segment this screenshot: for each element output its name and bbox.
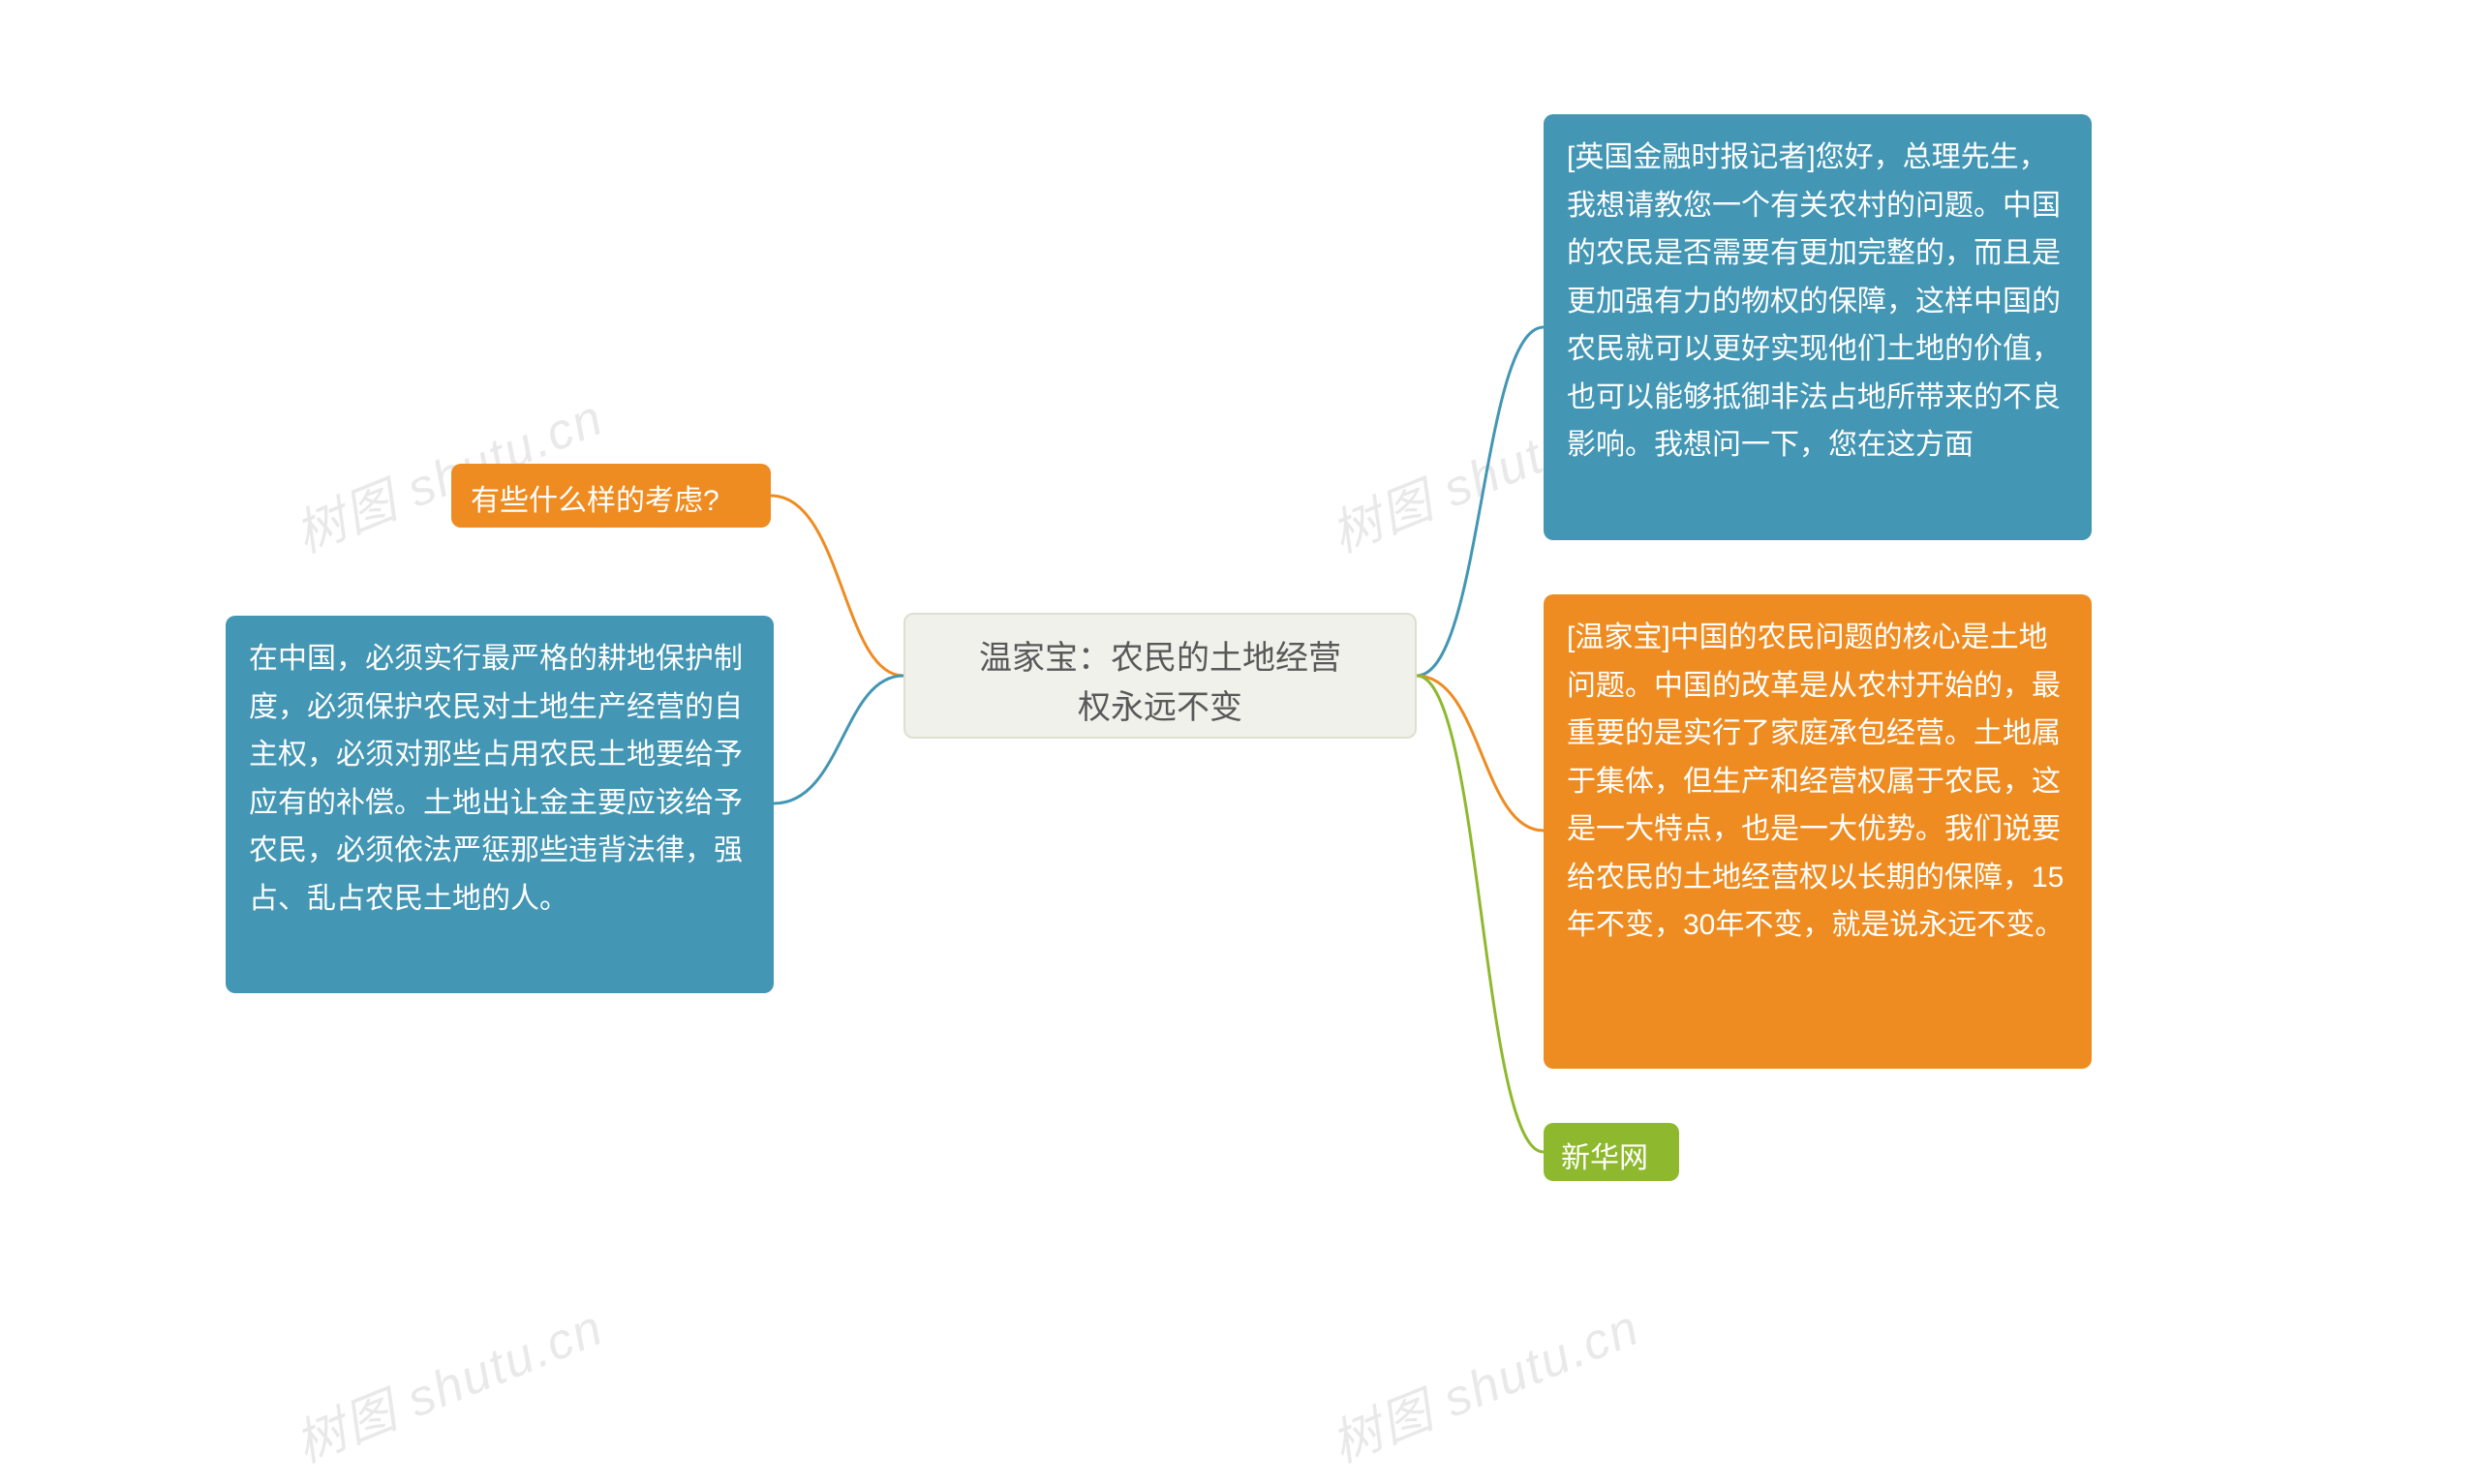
mindmap-canvas: 树图 shutu.cn 树图 shutu.cn 树图 shutu.cn 树图 s… <box>0 0 2479 1484</box>
branch-node-right-2[interactable]: [温家宝]中国的农民问题的核心是土地问题。中国的改革是从农村开始的，最重要的是实… <box>1544 594 2092 1069</box>
center-node[interactable]: 温家宝：农民的土地经营权永远不变 <box>903 613 1417 739</box>
branch-node-left-1[interactable]: 有些什么样的考虑? <box>451 464 771 528</box>
connector <box>774 676 903 803</box>
watermark: 树图 shutu.cn <box>283 1287 613 1476</box>
connector <box>1417 327 1544 676</box>
branch-node-left-2[interactable]: 在中国，必须实行最严格的耕地保护制度，必须保护农民对土地生产经营的自主权，必须对… <box>226 616 774 993</box>
branch-node-right-1[interactable]: [英国金融时报记者]您好，总理先生，我想请教您一个有关农村的问题。中国的农民是否… <box>1544 114 2092 540</box>
branch-node-right-3[interactable]: 新华网 <box>1544 1123 1679 1181</box>
connector <box>1417 676 1544 831</box>
connector <box>1417 676 1544 1152</box>
connector <box>771 496 903 676</box>
watermark: 树图 shutu.cn <box>1319 1287 1649 1476</box>
